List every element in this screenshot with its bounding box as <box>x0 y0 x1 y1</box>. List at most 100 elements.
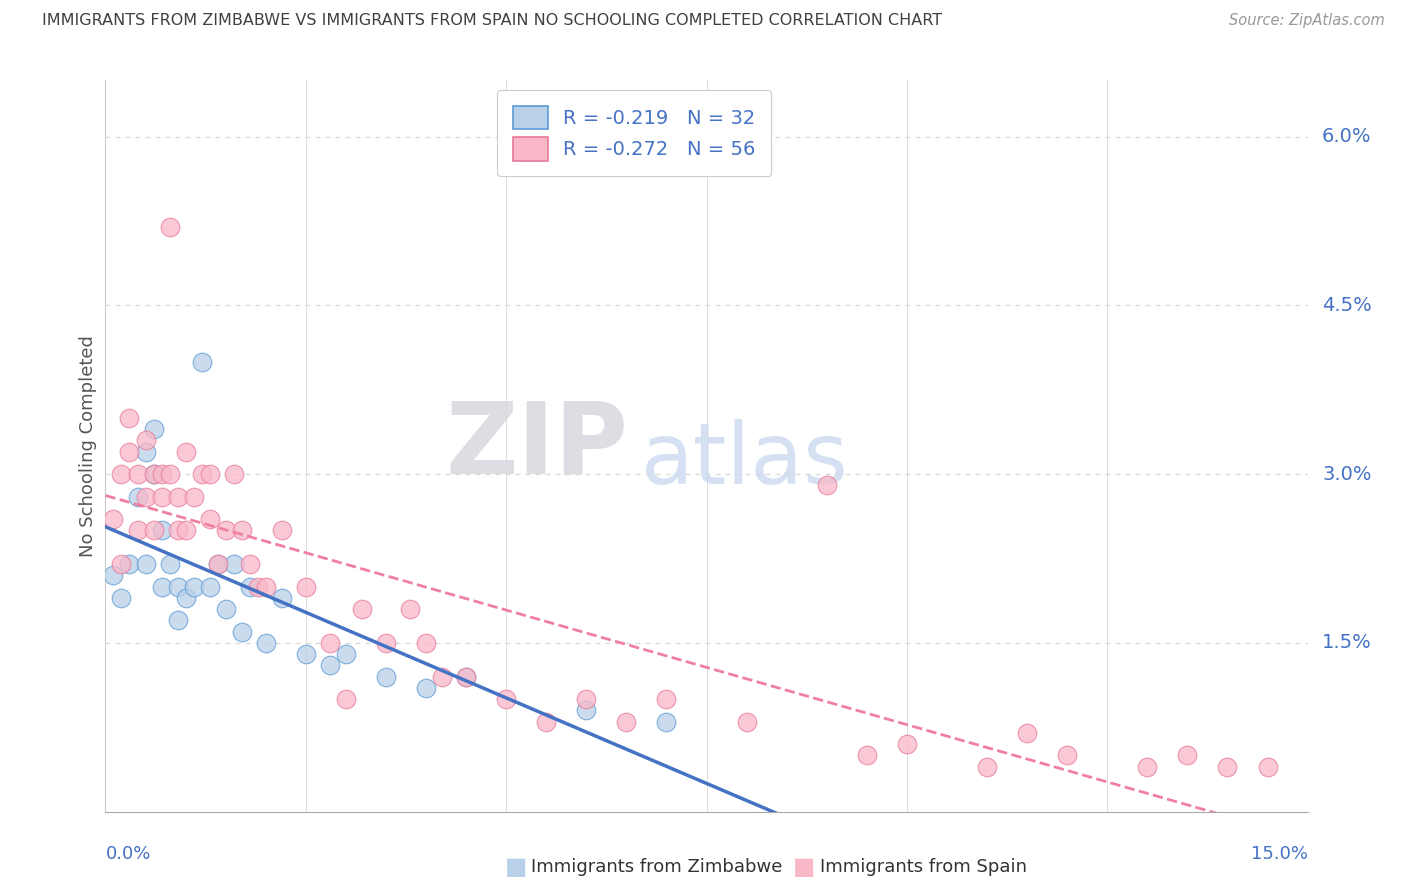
Point <box>174 524 197 538</box>
Text: ■: ■ <box>793 855 815 879</box>
Text: Immigrants from Zimbabwe: Immigrants from Zimbabwe <box>531 858 783 876</box>
Point <box>1056 748 1078 763</box>
Point <box>575 692 598 706</box>
Point <box>159 467 181 482</box>
Text: 15.0%: 15.0% <box>1250 845 1308 863</box>
Point <box>815 478 838 492</box>
Point <box>319 658 342 673</box>
Text: atlas: atlas <box>640 419 848 502</box>
Point <box>399 602 422 616</box>
Point <box>183 580 205 594</box>
Point <box>270 524 292 538</box>
Text: ■: ■ <box>505 855 527 879</box>
Point <box>174 444 197 458</box>
Point <box>454 670 477 684</box>
Point <box>198 580 221 594</box>
Point <box>118 444 141 458</box>
Point <box>214 524 236 538</box>
Point <box>135 434 157 448</box>
Point <box>454 670 477 684</box>
Text: Immigrants from Spain: Immigrants from Spain <box>820 858 1026 876</box>
Point <box>295 647 318 661</box>
Point <box>374 670 398 684</box>
Point <box>239 557 262 571</box>
Point <box>207 557 229 571</box>
Point <box>166 580 188 594</box>
Point <box>207 557 229 571</box>
Point <box>735 714 758 729</box>
Point <box>142 467 165 482</box>
Point <box>254 580 277 594</box>
Point <box>110 557 132 571</box>
Legend: R = -0.219   N = 32, R = -0.272   N = 56: R = -0.219 N = 32, R = -0.272 N = 56 <box>498 90 772 177</box>
Point <box>231 524 253 538</box>
Point <box>222 557 245 571</box>
Point <box>127 490 149 504</box>
Point <box>103 568 125 582</box>
Point <box>430 670 453 684</box>
Point <box>166 614 188 628</box>
Point <box>190 354 212 368</box>
Point <box>127 467 149 482</box>
Point <box>150 580 173 594</box>
Text: 6.0%: 6.0% <box>1322 127 1371 146</box>
Point <box>142 422 165 436</box>
Text: IMMIGRANTS FROM ZIMBABWE VS IMMIGRANTS FROM SPAIN NO SCHOOLING COMPLETED CORRELA: IMMIGRANTS FROM ZIMBABWE VS IMMIGRANTS F… <box>42 13 942 29</box>
Point <box>374 636 398 650</box>
Point <box>246 580 269 594</box>
Point <box>1136 760 1159 774</box>
Point <box>335 647 357 661</box>
Point <box>103 512 125 526</box>
Point <box>214 602 236 616</box>
Point <box>254 636 277 650</box>
Point <box>118 410 141 425</box>
Point <box>231 624 253 639</box>
Point <box>335 692 357 706</box>
Point <box>135 490 157 504</box>
Point <box>534 714 557 729</box>
Point <box>166 524 188 538</box>
Point <box>110 591 132 605</box>
Point <box>616 714 638 729</box>
Point <box>110 467 132 482</box>
Point <box>350 602 373 616</box>
Point <box>1017 726 1039 740</box>
Point <box>575 703 598 717</box>
Point <box>239 580 262 594</box>
Text: 4.5%: 4.5% <box>1322 296 1372 315</box>
Point <box>319 636 342 650</box>
Point <box>135 444 157 458</box>
Point <box>174 591 197 605</box>
Point <box>142 467 165 482</box>
Text: 1.5%: 1.5% <box>1322 633 1372 652</box>
Point <box>142 524 165 538</box>
Point <box>655 714 678 729</box>
Point <box>855 748 877 763</box>
Point <box>222 467 245 482</box>
Text: Source: ZipAtlas.com: Source: ZipAtlas.com <box>1229 13 1385 29</box>
Point <box>118 557 141 571</box>
Point <box>896 737 918 751</box>
Point <box>183 490 205 504</box>
Point <box>1177 748 1199 763</box>
Text: ZIP: ZIP <box>446 398 628 494</box>
Y-axis label: No Schooling Completed: No Schooling Completed <box>79 335 97 557</box>
Point <box>190 467 212 482</box>
Point <box>1216 760 1239 774</box>
Text: 3.0%: 3.0% <box>1322 465 1371 483</box>
Point <box>166 490 188 504</box>
Point <box>159 557 181 571</box>
Point <box>150 467 173 482</box>
Point <box>270 591 292 605</box>
Text: 0.0%: 0.0% <box>105 845 150 863</box>
Point <box>415 681 437 695</box>
Point <box>150 524 173 538</box>
Point <box>495 692 517 706</box>
Point <box>127 524 149 538</box>
Point <box>295 580 318 594</box>
Point <box>976 760 998 774</box>
Point <box>415 636 437 650</box>
Point <box>655 692 678 706</box>
Point <box>159 219 181 234</box>
Point <box>198 467 221 482</box>
